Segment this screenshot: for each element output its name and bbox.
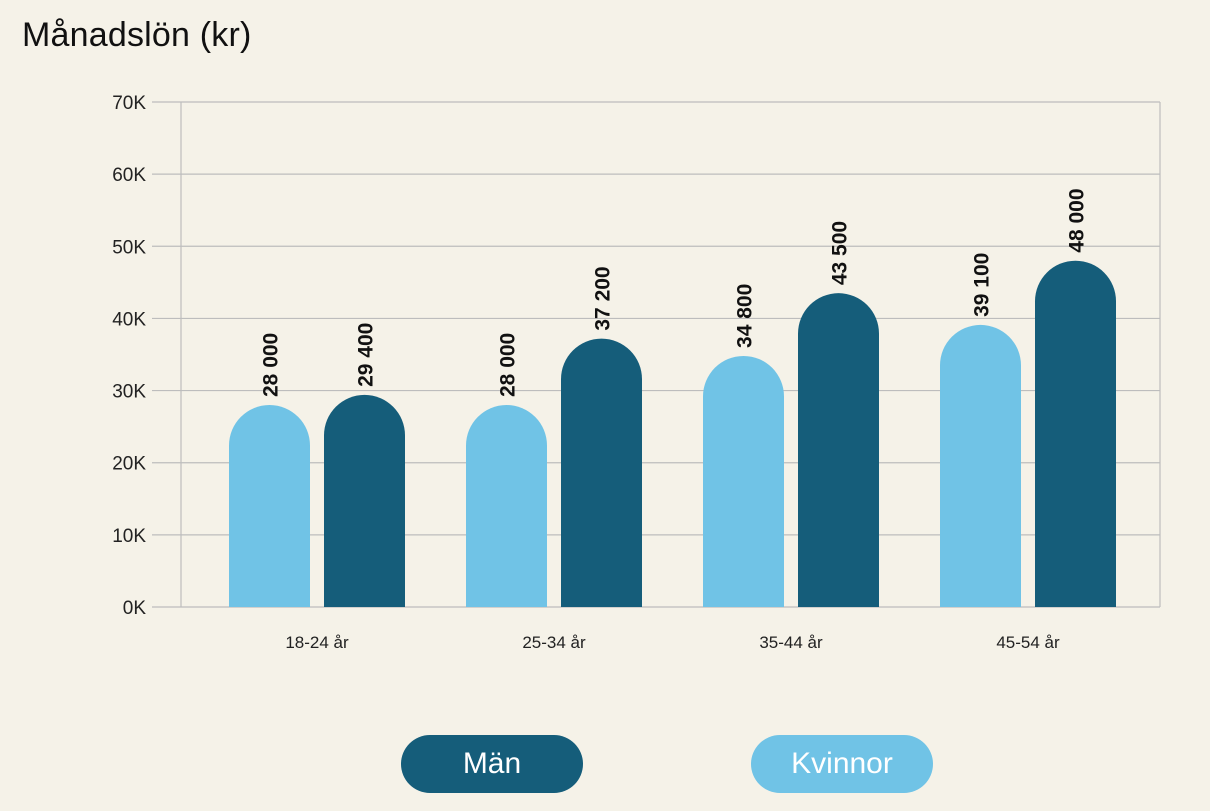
bar-value-label: 43 500 xyxy=(829,221,852,285)
x-category-label: 45-54 år xyxy=(996,633,1060,652)
bar-men xyxy=(1035,260,1116,607)
bar-women xyxy=(466,405,547,607)
y-tick-label: 70K xyxy=(112,93,146,114)
y-tick-label: 50K xyxy=(112,237,146,258)
bar-women xyxy=(703,355,784,607)
bar-value-label: 37 200 xyxy=(592,266,615,330)
y-tick-label: 60K xyxy=(112,165,146,186)
y-tick-label: 40K xyxy=(112,309,146,330)
legend-men-button[interactable]: Män xyxy=(401,735,583,793)
bar-value-label: 34 800 xyxy=(734,284,757,348)
y-tick-label: 10K xyxy=(112,526,146,547)
y-tick-label: 20K xyxy=(112,454,146,475)
bar-women xyxy=(229,405,310,607)
bar-value-label: 39 100 xyxy=(971,253,994,317)
y-tick-label: 0K xyxy=(123,598,147,619)
bar-value-label: 29 400 xyxy=(355,323,378,387)
x-category-label: 18-24 år xyxy=(285,633,349,652)
bar-men xyxy=(561,338,642,607)
x-category-label: 25-34 år xyxy=(522,633,586,652)
bar-women xyxy=(940,324,1021,607)
bar-value-label: 48 000 xyxy=(1066,188,1089,252)
bar-men xyxy=(324,394,405,607)
y-tick-label: 30K xyxy=(112,382,146,403)
chart-title: Månadslön (kr) xyxy=(22,16,252,54)
bar-value-label: 28 000 xyxy=(260,333,283,397)
legend-women-button[interactable]: Kvinnor xyxy=(751,735,933,793)
bar-value-label: 28 000 xyxy=(497,333,520,397)
x-category-label: 35-44 år xyxy=(759,633,823,652)
bar-men xyxy=(798,293,879,607)
